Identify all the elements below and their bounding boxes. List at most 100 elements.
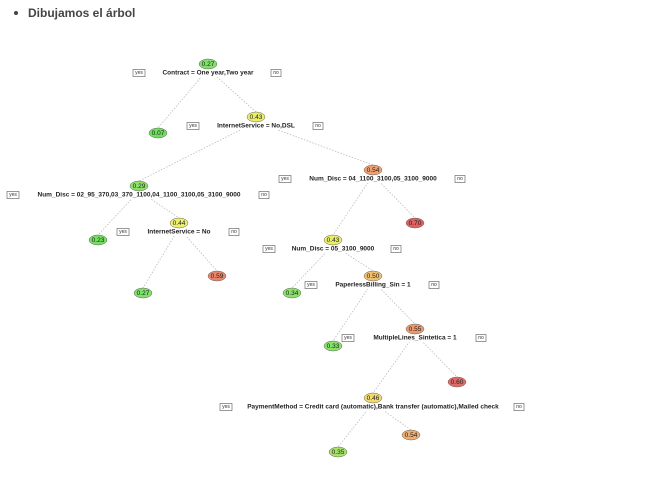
split-rule: MultipleLines_Sintetica = 1 yes no xyxy=(341,334,487,342)
node-ellipse xyxy=(198,58,218,70)
node-value: 0.33 xyxy=(327,343,340,350)
no-box xyxy=(258,191,270,199)
tree-edge xyxy=(157,68,209,129)
split-rule-text: MultipleLines_Sintetica = 1 xyxy=(373,335,457,342)
yes-label: yes xyxy=(307,282,315,288)
decision-node: 0.46 xyxy=(363,392,383,404)
split-rule-background xyxy=(131,228,227,236)
split-rule-background xyxy=(277,245,389,253)
node-ellipse xyxy=(282,287,302,299)
node-ellipse xyxy=(133,287,153,299)
node-ellipse xyxy=(169,217,189,229)
no-label: no xyxy=(273,70,279,76)
decision-node: 0.43 xyxy=(323,234,343,246)
node-value: 0.27 xyxy=(137,290,150,297)
node-ellipse xyxy=(401,429,421,441)
decision-node: 0.54 xyxy=(363,164,383,176)
node-ellipse xyxy=(207,270,227,282)
tree-edge xyxy=(332,244,374,272)
yes-label: yes xyxy=(222,404,230,410)
yes-box xyxy=(278,175,292,183)
yes-box xyxy=(6,191,20,199)
tree-edge xyxy=(332,174,374,236)
yes-box xyxy=(116,228,130,236)
no-box xyxy=(228,228,240,236)
node-ellipse xyxy=(246,111,266,123)
yes-label: yes xyxy=(9,192,17,198)
yes-box xyxy=(219,403,233,411)
node-ellipse xyxy=(363,392,383,404)
node-value: 0.55 xyxy=(409,326,422,333)
tree-edge xyxy=(332,280,374,342)
tree-edge xyxy=(138,190,180,219)
no-box xyxy=(270,69,282,77)
no-box xyxy=(428,281,440,289)
node-value: 0.46 xyxy=(367,395,380,402)
yes-label: yes xyxy=(344,335,352,341)
yes-label: yes xyxy=(281,176,289,182)
decision-node: 0.44 xyxy=(169,217,189,229)
node-value: 0.43 xyxy=(250,114,263,121)
no-label: no xyxy=(315,123,321,129)
no-label: no xyxy=(431,282,437,288)
no-label: no xyxy=(393,246,399,252)
no-label: no xyxy=(261,192,267,198)
node-value: 0.35 xyxy=(332,449,345,456)
no-box xyxy=(312,122,324,130)
decision-node: 0.50 xyxy=(363,270,383,282)
no-label: no xyxy=(516,404,522,410)
node-value: 0.54 xyxy=(405,432,418,439)
split-rule: InternetService = No,DSL yes no xyxy=(186,122,324,130)
node-ellipse xyxy=(323,234,343,246)
tree-edge xyxy=(142,227,180,289)
no-label: no xyxy=(457,176,463,182)
yes-box xyxy=(304,281,318,289)
node-ellipse xyxy=(363,164,383,176)
split-rule-background xyxy=(293,175,453,183)
node-value: 0.70 xyxy=(409,220,422,227)
node-value: 0.54 xyxy=(367,167,380,174)
leaf-node: 0.59 xyxy=(207,270,227,282)
node-value: 0.29 xyxy=(133,183,146,190)
leaf-node: 0.35 xyxy=(328,446,348,458)
decision-node: 0.29 xyxy=(129,180,149,192)
node-value: 0.60 xyxy=(451,379,464,386)
node-value: 0.44 xyxy=(173,220,186,227)
split-rule: Num_Disc = 05_3100_9000 yes no xyxy=(262,245,402,253)
section-heading: Dibujamos el árbol xyxy=(14,6,135,20)
node-ellipse xyxy=(328,446,348,458)
no-box xyxy=(390,245,402,253)
decision-node: 0.27 xyxy=(198,58,218,70)
node-ellipse xyxy=(363,270,383,282)
node-value: 0.07 xyxy=(152,130,165,137)
no-box xyxy=(475,334,487,342)
leaf-node: 0.34 xyxy=(282,287,302,299)
decision-node: 0.55 xyxy=(405,323,425,335)
split-rule-text: InternetService = No xyxy=(147,229,210,236)
node-ellipse xyxy=(447,376,467,388)
yes-label: yes xyxy=(265,246,273,252)
yes-box xyxy=(132,69,146,77)
decision-node: 0.43 xyxy=(246,111,266,123)
split-rule: PaperlessBilling_Sin = 1 yes no xyxy=(304,281,440,289)
split-rule-background xyxy=(356,334,474,342)
heading-text: Dibujamos el árbol xyxy=(28,6,136,20)
split-rule-background xyxy=(319,281,427,289)
no-label: no xyxy=(478,335,484,341)
node-ellipse xyxy=(405,323,425,335)
node-ellipse xyxy=(323,340,343,352)
split-rule-text: Num_Disc = 02_95_370,03_370_1100,04_1100… xyxy=(38,192,241,199)
node-ellipse xyxy=(129,180,149,192)
tree-edge xyxy=(138,121,257,182)
split-rule-background xyxy=(147,69,269,77)
leaf-node: 0.27 xyxy=(133,287,153,299)
leaf-node: 0.54 xyxy=(401,429,421,441)
tree-edge xyxy=(372,333,416,394)
node-ellipse xyxy=(405,217,425,229)
split-rule-text: PaperlessBilling_Sin = 1 xyxy=(335,282,411,289)
no-box xyxy=(454,175,466,183)
yes-box xyxy=(341,334,355,342)
split-rule-background xyxy=(201,122,311,130)
bullet-icon xyxy=(14,11,18,15)
